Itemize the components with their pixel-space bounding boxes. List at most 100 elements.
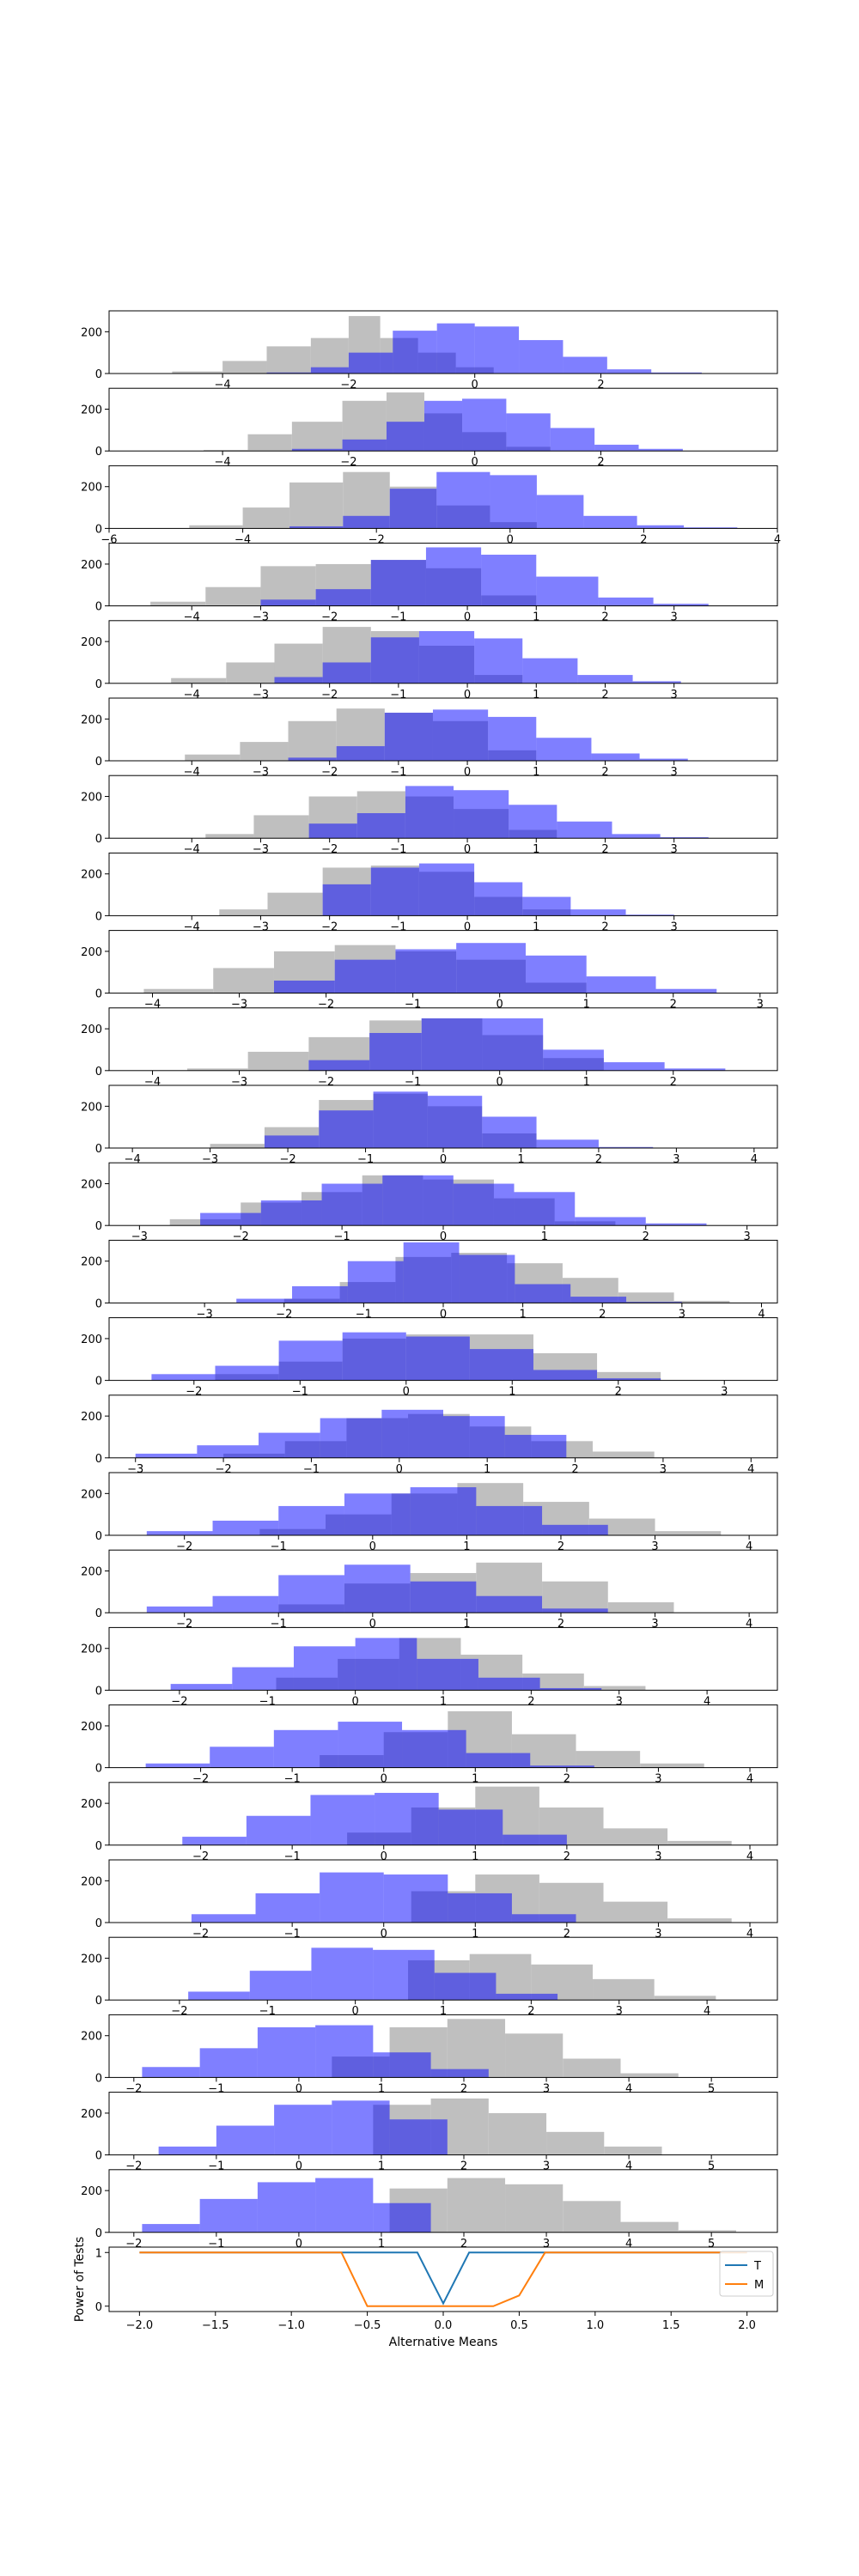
blue-bar xyxy=(370,637,419,683)
y-tick-label: 0 xyxy=(95,1840,102,1853)
blue-bar xyxy=(197,1445,259,1458)
x-tick-label: −3 xyxy=(253,920,269,933)
x-tick-label: 1 xyxy=(378,2160,385,2173)
histogram-bars xyxy=(135,1409,655,1458)
x-tick-label: 1 xyxy=(583,1076,590,1089)
y-tick-label: 0 xyxy=(95,2227,102,2240)
gray-bar xyxy=(210,1144,265,1148)
y-tick-label: 1 xyxy=(95,2247,102,2260)
panel-frame xyxy=(108,1782,778,1846)
y-axis-label: Power of Tests xyxy=(73,2237,87,2323)
histogram-bars xyxy=(172,316,702,374)
x-tick-label: 3 xyxy=(671,689,678,702)
blue-bar xyxy=(570,1297,627,1303)
blue-bar xyxy=(191,1914,256,1923)
x-tick-label: −2 xyxy=(176,1540,192,1553)
x-tick-label: 2 xyxy=(601,920,608,933)
gray-bar xyxy=(667,1918,732,1923)
blue-bar xyxy=(336,745,385,761)
x-tick-label: 0.5 xyxy=(510,2319,528,2332)
blue-bar xyxy=(375,1792,439,1845)
y-tick-label: 0 xyxy=(95,1530,102,1543)
x-tick-label: −1 xyxy=(271,1618,287,1631)
legend-box xyxy=(719,2251,774,2297)
x-tick-label: 1 xyxy=(440,1695,447,1708)
panel-frame xyxy=(108,310,778,374)
histogram-bars xyxy=(204,392,683,452)
x-tick-label: 1 xyxy=(484,1463,490,1476)
blue-bar xyxy=(418,863,475,916)
gray-bar xyxy=(213,968,274,993)
x-tick-label: −4 xyxy=(144,1076,161,1089)
gray-bar xyxy=(597,1371,661,1381)
blue-bar xyxy=(598,1146,654,1148)
histogram-panel-22: 0 200 −2 −1 0 1 2 3 4 xyxy=(81,1936,778,2018)
x-tick-label: 4 xyxy=(774,533,781,546)
blue-bar xyxy=(188,1991,250,2001)
gray-bar xyxy=(260,566,316,606)
blue-bar xyxy=(151,1374,216,1381)
x-tick-label: 1 xyxy=(378,2082,385,2095)
x-tick-label: 0 xyxy=(472,456,478,469)
blue-bar xyxy=(142,2224,200,2233)
blue-bar xyxy=(639,758,688,761)
panel-frame xyxy=(108,852,778,916)
panel-frame xyxy=(108,620,778,684)
x-tick-label: 2 xyxy=(460,2160,467,2173)
x-tick-label: 4 xyxy=(746,1928,753,1941)
x-tick-label: −1 xyxy=(390,611,406,624)
x-tick-label: −0.5 xyxy=(354,2319,381,2332)
x-tick-label: −2 xyxy=(125,2160,142,2173)
panel-frame xyxy=(108,697,778,762)
x-tick-label: 2 xyxy=(597,456,604,469)
blue-bar xyxy=(466,1753,531,1768)
histogram-bars xyxy=(188,1947,716,2001)
blue-bar xyxy=(332,2100,390,2155)
y-tick-label: 0 xyxy=(95,1685,102,1698)
panel-frame xyxy=(108,543,778,607)
gray-bar xyxy=(620,2221,679,2233)
blue-bar xyxy=(344,1564,411,1613)
x-tick-label: 3 xyxy=(655,1928,661,1941)
y-tick-label: 0 xyxy=(95,833,102,846)
x-tick-label: −1 xyxy=(208,2160,224,2173)
x-tick-label: 1 xyxy=(472,1773,478,1786)
blue-bar xyxy=(289,526,344,529)
blue-bar xyxy=(525,955,587,993)
y-tick-label: 200 xyxy=(81,636,102,649)
blue-bar xyxy=(135,1453,198,1458)
panel-frame xyxy=(108,1704,778,1769)
histogram-bars xyxy=(169,1175,707,1226)
panel-frame xyxy=(108,1549,778,1613)
x-tick-label: −2 xyxy=(321,766,338,779)
histogram-panel-14: 0 200 −2 −1 0 1 2 3 xyxy=(81,1317,778,1399)
x-tick-label: −3 xyxy=(253,611,269,624)
blue-bar xyxy=(427,1096,483,1148)
blue-bar xyxy=(684,527,738,529)
x-tick-label: 0 xyxy=(403,1386,410,1399)
y-tick-label: 200 xyxy=(81,482,102,495)
blue-bar xyxy=(423,400,463,452)
blue-bar xyxy=(506,413,551,452)
y-tick-label: 200 xyxy=(81,1179,102,1192)
x-tick-label: 3 xyxy=(543,2082,550,2095)
x-tick-label: −2 xyxy=(318,999,334,1012)
x-tick-label: −1 xyxy=(284,1928,301,1941)
panel-frame xyxy=(108,1859,778,1923)
x-tick-label: −2 xyxy=(318,1076,334,1089)
panel-frame xyxy=(108,2092,778,2156)
y-tick-label: 200 xyxy=(81,1488,102,1501)
blue-bar xyxy=(655,988,717,993)
x-tick-label: 4 xyxy=(746,1850,753,1863)
gray-bar xyxy=(204,449,248,452)
x-tick-label: −2 xyxy=(171,1695,187,1708)
blue-bar xyxy=(436,323,475,374)
blue-bar xyxy=(288,757,337,761)
blue-bar xyxy=(278,1505,344,1535)
x-tick-label: 3 xyxy=(671,766,678,779)
x-tick-label: 3 xyxy=(671,843,678,856)
blue-bar xyxy=(594,444,639,452)
blue-bar xyxy=(432,709,489,761)
blue-bar xyxy=(146,1606,213,1613)
